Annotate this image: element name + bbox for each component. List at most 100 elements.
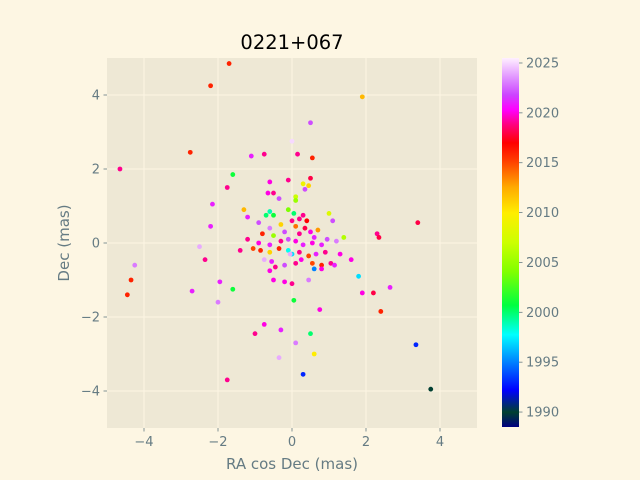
y-tick-label: −2 xyxy=(81,311,100,326)
data-point xyxy=(300,181,306,187)
data-point xyxy=(289,281,295,287)
data-point xyxy=(208,223,214,229)
data-point xyxy=(359,290,365,296)
data-point xyxy=(132,262,138,268)
data-point xyxy=(271,233,276,239)
data-point xyxy=(267,242,273,248)
data-point xyxy=(291,211,297,216)
data-point xyxy=(245,236,251,242)
data-point xyxy=(210,201,215,207)
data-point xyxy=(302,186,308,192)
data-point xyxy=(258,248,263,253)
data-point xyxy=(309,155,315,161)
data-point xyxy=(328,260,334,266)
y-axis-label: Dec (mas) xyxy=(55,204,73,281)
data-point xyxy=(282,262,287,268)
data-point xyxy=(293,260,299,266)
data-point xyxy=(287,251,293,257)
data-point xyxy=(297,249,302,255)
x-tick-label: 4 xyxy=(436,435,444,450)
data-point xyxy=(197,244,202,250)
data-point xyxy=(285,207,291,213)
chart-title: 0221+067 xyxy=(240,31,343,54)
data-point xyxy=(371,290,376,296)
data-point xyxy=(300,371,306,377)
data-point xyxy=(187,149,193,155)
x-tick-label: 2 xyxy=(362,435,370,450)
grid xyxy=(107,58,477,428)
data-point xyxy=(217,279,223,285)
data-point xyxy=(269,259,275,264)
data-point xyxy=(282,279,287,285)
data-point xyxy=(319,262,324,268)
data-point xyxy=(224,377,230,383)
data-point xyxy=(324,236,330,242)
y-tick-label: −4 xyxy=(81,385,100,400)
data-point xyxy=(285,248,291,253)
data-point xyxy=(302,225,308,231)
data-point xyxy=(306,253,312,259)
data-point xyxy=(278,222,284,227)
data-point xyxy=(309,260,315,266)
data-point xyxy=(241,207,247,213)
colorbar-ticks: 1990 1995 2000 2005 2010 2015 2020 2025 xyxy=(519,56,559,421)
data-point xyxy=(271,212,276,218)
data-point xyxy=(263,212,269,218)
data-point xyxy=(356,273,361,279)
data-point xyxy=(208,83,214,89)
data-point xyxy=(308,229,313,235)
data-point xyxy=(285,236,291,242)
data-point xyxy=(319,242,324,248)
data-point xyxy=(202,257,208,263)
colorbar-tick-label: 2000 xyxy=(526,306,559,321)
colorbar-tick-label: 2010 xyxy=(526,206,559,221)
data-point xyxy=(341,235,347,240)
data-point xyxy=(293,340,299,346)
data-point xyxy=(309,240,315,246)
data-point xyxy=(215,299,221,305)
data-point xyxy=(293,223,299,229)
data-point xyxy=(256,240,262,246)
data-point xyxy=(278,327,284,333)
data-point xyxy=(322,249,328,255)
data-point xyxy=(311,266,317,272)
data-point xyxy=(276,196,282,202)
data-point xyxy=(245,214,251,220)
colorbar-tick-label: 1995 xyxy=(526,356,559,371)
data-point xyxy=(374,231,380,237)
data-point xyxy=(230,286,236,292)
data-point xyxy=(378,309,384,314)
data-point xyxy=(289,138,295,144)
data-point xyxy=(359,94,365,100)
data-point xyxy=(334,238,339,244)
data-point xyxy=(271,277,276,283)
x-tick-label: −2 xyxy=(208,435,227,450)
data-point xyxy=(248,153,254,159)
data-point xyxy=(128,277,134,283)
x-tick-label: 0 xyxy=(288,435,296,450)
data-point xyxy=(376,235,382,240)
data-point xyxy=(267,179,273,185)
colorbar-tick-label: 2015 xyxy=(526,156,559,171)
data-point xyxy=(285,177,291,183)
colorbar-tick-label: 2020 xyxy=(526,106,559,121)
data-point xyxy=(226,61,232,66)
x-axis-ticks: −4 −2 0 2 4 xyxy=(134,428,444,450)
data-point xyxy=(308,175,313,181)
data-point xyxy=(117,166,123,172)
data-point xyxy=(330,218,336,224)
data-point xyxy=(308,120,313,126)
data-point xyxy=(348,257,354,263)
data-point xyxy=(267,268,273,274)
data-point xyxy=(315,227,321,233)
data-point xyxy=(272,264,278,270)
x-tick-label: −4 xyxy=(134,435,153,450)
data-point xyxy=(237,248,243,253)
data-point xyxy=(306,183,312,189)
data-point xyxy=(267,225,273,231)
data-point xyxy=(332,262,337,268)
data-point xyxy=(224,185,230,190)
data-point xyxy=(252,331,258,337)
data-point xyxy=(311,235,317,240)
